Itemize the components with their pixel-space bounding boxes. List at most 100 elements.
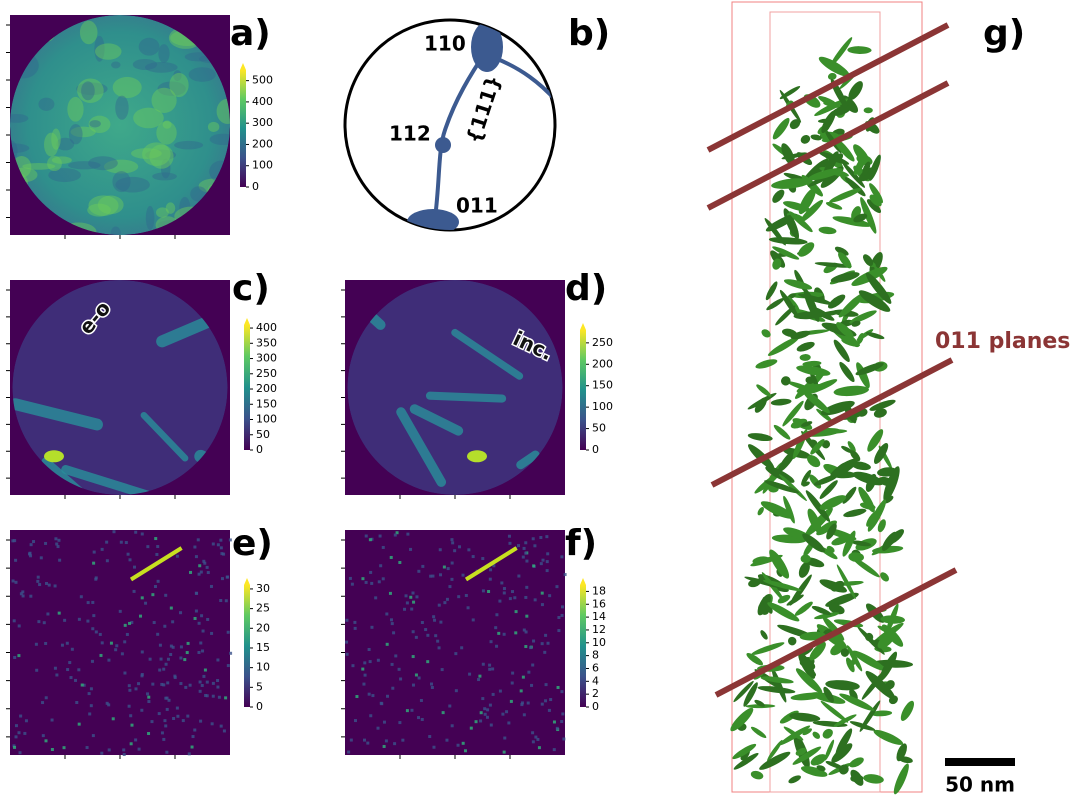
pixel — [211, 722, 214, 725]
pixel — [90, 704, 93, 707]
colorbar-tick-label: 20 — [256, 621, 270, 634]
pixel — [499, 690, 502, 693]
pixel — [195, 592, 198, 595]
pixel — [90, 687, 93, 690]
plane-label: 011 planes — [935, 329, 1070, 354]
pixel — [488, 668, 491, 671]
pixel — [475, 720, 478, 723]
colorbar-tick-label: 150 — [592, 379, 613, 392]
pixel — [77, 668, 80, 671]
pixel — [91, 660, 94, 663]
pixel — [494, 626, 497, 629]
pixel — [415, 636, 418, 639]
speckle — [113, 77, 142, 98]
pixel — [538, 746, 541, 749]
pixel — [410, 608, 413, 611]
pixel — [13, 619, 16, 622]
pixel — [193, 728, 196, 731]
pixel — [199, 720, 202, 723]
pixel — [91, 601, 94, 604]
pixel — [95, 576, 98, 579]
pixel — [186, 651, 189, 654]
pixel — [128, 622, 131, 625]
pixel — [134, 738, 137, 741]
pixel — [147, 700, 150, 703]
figure: 110 112 011 {111} 011 planes 50 nm a)010… — [0, 0, 1075, 801]
pixel — [123, 753, 126, 756]
pixel — [511, 682, 514, 685]
colorbar-tick-label: 400 — [256, 321, 277, 334]
pixel — [441, 668, 444, 671]
pixel — [43, 621, 46, 624]
pixel — [410, 709, 413, 712]
pixel — [390, 618, 393, 621]
pixel — [433, 619, 436, 622]
pixel — [183, 658, 186, 661]
pixel — [392, 631, 395, 634]
pixel — [147, 696, 150, 699]
pixel — [51, 719, 54, 722]
pixel — [35, 643, 38, 646]
pixel — [391, 687, 394, 690]
pixel — [501, 713, 504, 716]
pixel — [54, 667, 57, 670]
pixel — [121, 652, 124, 655]
pixel — [206, 694, 209, 697]
pixel — [445, 739, 448, 742]
speckle — [146, 206, 155, 230]
pixel — [503, 737, 506, 740]
colorbar-tick-label: 16 — [592, 597, 606, 610]
precipitate — [849, 719, 876, 732]
scale-label: 50 nm — [945, 773, 1015, 797]
colorbar-tick-label: 4 — [592, 674, 599, 687]
colorbar-tick-label: 0 — [592, 443, 599, 456]
pixel — [421, 565, 424, 568]
pixel — [189, 684, 192, 687]
pixel — [545, 683, 548, 686]
pixel — [457, 595, 460, 598]
pixel — [532, 740, 535, 743]
pixel — [112, 530, 115, 533]
pixel — [46, 612, 49, 615]
pixel — [354, 627, 357, 630]
precipitate — [872, 727, 905, 747]
pixel — [101, 548, 104, 551]
pixel — [377, 659, 380, 662]
pixel — [507, 721, 510, 724]
pixel — [532, 564, 535, 567]
pixel — [221, 577, 224, 580]
speckle — [69, 124, 83, 144]
pixel — [426, 660, 429, 663]
pixel — [45, 696, 48, 699]
pixel — [218, 696, 221, 699]
pixel — [455, 689, 458, 692]
pixel — [382, 546, 385, 549]
pixel — [454, 652, 457, 655]
colorbar — [240, 70, 246, 187]
pixel — [361, 577, 364, 580]
pixel — [467, 548, 470, 551]
colorbar-tick-label: 12 — [592, 623, 606, 636]
pixel — [363, 661, 366, 664]
colorbar-extend — [240, 63, 246, 70]
pixel — [464, 749, 467, 752]
pixel — [165, 751, 168, 754]
pixel — [206, 681, 209, 684]
pixel — [448, 705, 451, 708]
speckle — [111, 61, 121, 68]
pixel — [438, 646, 441, 649]
pole-110 — [471, 22, 503, 72]
pixel — [362, 683, 365, 686]
pixel — [201, 649, 204, 652]
pixel — [223, 729, 226, 732]
pixel — [141, 673, 144, 676]
pixel — [162, 668, 165, 671]
pixel — [483, 707, 486, 710]
pixel — [500, 581, 503, 584]
pixel — [141, 650, 144, 653]
pixel — [61, 644, 64, 647]
pixel — [13, 656, 16, 659]
pixel — [15, 724, 18, 727]
pixel — [124, 624, 127, 627]
pixel — [557, 629, 560, 632]
